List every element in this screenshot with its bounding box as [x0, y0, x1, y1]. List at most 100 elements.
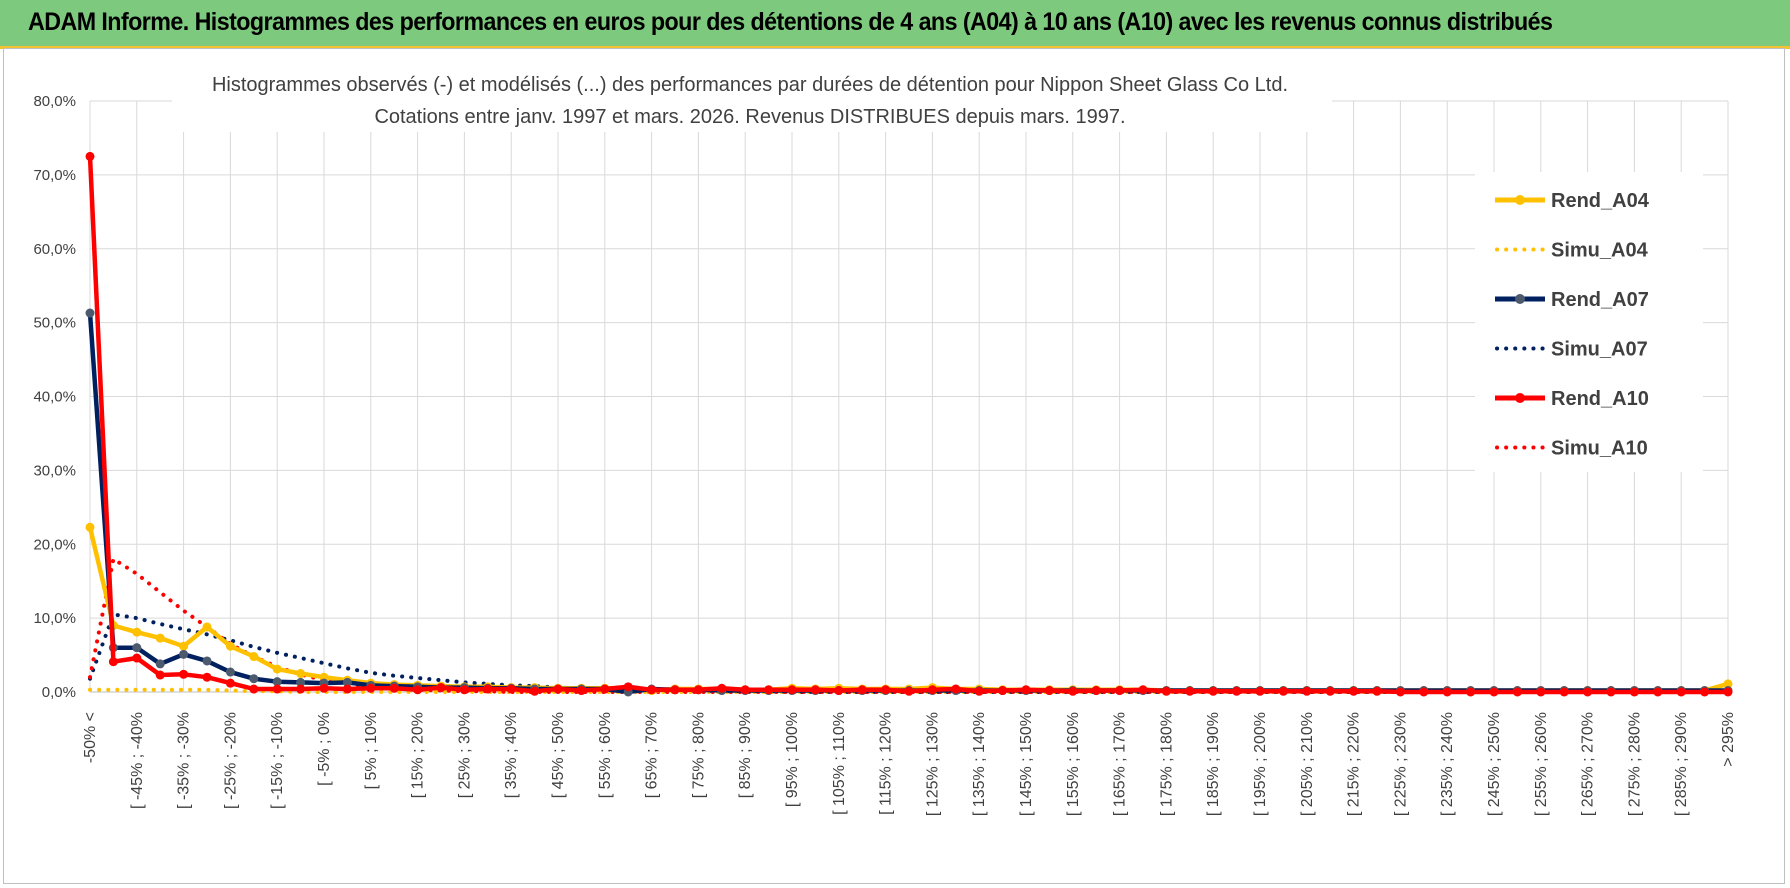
y-tick-label: 40,0%: [33, 389, 76, 406]
data-point: [225, 667, 235, 677]
data-point: [834, 686, 844, 696]
data-point: [670, 685, 680, 695]
data-point: [1466, 687, 1476, 697]
data-point: [202, 656, 212, 666]
legend-item-Rend_A10: Rend_A10: [1495, 388, 1649, 410]
data-point: [436, 683, 446, 693]
y-tick-label: 10,0%: [33, 610, 76, 627]
data-point: [225, 641, 235, 651]
legend-label: Simu_A07: [1551, 339, 1648, 361]
data-point: [1442, 687, 1452, 697]
chart-subtitle: Cotations entre janv. 1997 et mars. 2026…: [374, 106, 1125, 128]
data-point: [1395, 687, 1405, 697]
y-tick-label: 60,0%: [33, 241, 76, 258]
data-point: [319, 683, 329, 693]
data-point: [1349, 686, 1359, 696]
data-point: [1536, 687, 1546, 697]
data-point: [202, 622, 212, 632]
legend-marker: [1515, 294, 1525, 304]
data-point: [1021, 685, 1031, 695]
x-tick-label: [ 155% ; 160%: [1065, 712, 1082, 816]
x-tick-label: [ 115% ; 120%: [878, 712, 895, 815]
data-point: [623, 682, 633, 692]
legend-label: Simu_A04: [1551, 240, 1649, 262]
data-point: [1138, 685, 1148, 695]
data-point: [1255, 686, 1265, 696]
legend-marker: [1515, 195, 1525, 205]
data-point: [974, 686, 984, 696]
legend-label: Simu_A10: [1551, 438, 1648, 460]
data-point: [553, 684, 563, 694]
data-point: [717, 683, 727, 693]
data-point: [1583, 687, 1593, 697]
data-point: [1606, 687, 1616, 697]
legend-label: Rend_A04: [1551, 190, 1650, 212]
data-point: [857, 685, 867, 695]
x-tick-label: [ 55% ; 60%: [597, 712, 614, 798]
x-tick-label: [ 215% ; 220%: [1346, 712, 1363, 816]
data-point: [296, 669, 306, 679]
data-point: [576, 686, 586, 696]
legend-item-Rend_A04: Rend_A04: [1495, 190, 1650, 212]
x-tick-label: [ 105% ; 110%: [831, 712, 848, 815]
series-line: [88, 557, 1730, 694]
x-tick-label: [ 165% ; 170%: [1112, 712, 1129, 816]
data-point: [202, 672, 212, 682]
series-Rend_A04: [85, 522, 1733, 696]
x-tick-label: [ 45% ; 50%: [550, 712, 567, 798]
data-point: [132, 653, 142, 663]
data-point: [530, 686, 540, 696]
data-point: [272, 677, 282, 687]
legend-item-Simu_A10: Simu_A10: [1495, 438, 1648, 460]
y-axis-ticks: 0,0% 10,0% 20,0% 30,0% 40,0% 50,0% 60,0% 70,0% 8…: [33, 93, 76, 701]
title-background: [172, 66, 1332, 132]
data-point: [249, 684, 259, 694]
data-point: [647, 685, 657, 695]
data-point: [85, 308, 95, 318]
data-point: [1302, 686, 1312, 696]
data-point: [389, 683, 399, 693]
data-point: [272, 684, 282, 694]
data-point: [740, 685, 750, 695]
legend-label: Rend_A07: [1551, 289, 1649, 311]
data-point: [155, 670, 165, 680]
series-line: [87, 526, 1729, 693]
x-tick-label: [ 25% ; 30%: [456, 712, 473, 798]
data-point: [1653, 687, 1663, 697]
x-tick-label: [ 125% ; 130%: [924, 712, 941, 816]
series-Rend_A10: [85, 151, 1733, 697]
legend-item-Simu_A07: Simu_A07: [1495, 339, 1648, 361]
x-tick-label: [ 245% ; 250%: [1486, 712, 1503, 816]
chart-title: Histogrammes observés (-) et modélisés (…: [212, 74, 1288, 96]
legend-item-Simu_A04: Simu_A04: [1495, 240, 1649, 262]
data-point: [1723, 687, 1733, 697]
data-point: [787, 685, 797, 695]
x-axis-ticks: -50% < [ -45% ; -40% [ -35% ; -30% [ -25% ;…: [82, 712, 1737, 816]
data-point: [249, 674, 259, 684]
y-tick-label: 20,0%: [33, 536, 76, 553]
data-point: [1232, 686, 1242, 696]
data-point: [1723, 679, 1733, 689]
data-point: [342, 677, 352, 687]
legend: Rend_A04 Simu_A04 Rend_A07 Simu_A07 Rend_A10…: [1475, 172, 1703, 472]
data-point: [764, 685, 774, 695]
data-point: [155, 633, 165, 643]
data-point: [225, 678, 235, 688]
data-point: [1161, 686, 1171, 696]
data-point: [296, 677, 306, 687]
x-tick-label: [ 15% ; 20%: [410, 712, 427, 798]
x-tick-label: [ 85% ; 90%: [737, 712, 754, 798]
x-tick-label: [ -5% ; 0%: [316, 712, 333, 786]
legend-marker: [1515, 393, 1525, 403]
grid: [89, 100, 1729, 693]
x-tick-label: [ 185% ; 190%: [1205, 712, 1222, 816]
data-point: [296, 684, 306, 694]
data-point: [272, 664, 282, 674]
data-point: [1068, 686, 1078, 696]
data-point: [600, 684, 610, 694]
x-tick-label: [ 175% ; 180%: [1158, 712, 1175, 816]
x-tick-label: [ 65% ; 70%: [644, 712, 661, 798]
data-point: [155, 659, 165, 669]
x-tick-label: [ -25% ; -20%: [222, 712, 239, 809]
